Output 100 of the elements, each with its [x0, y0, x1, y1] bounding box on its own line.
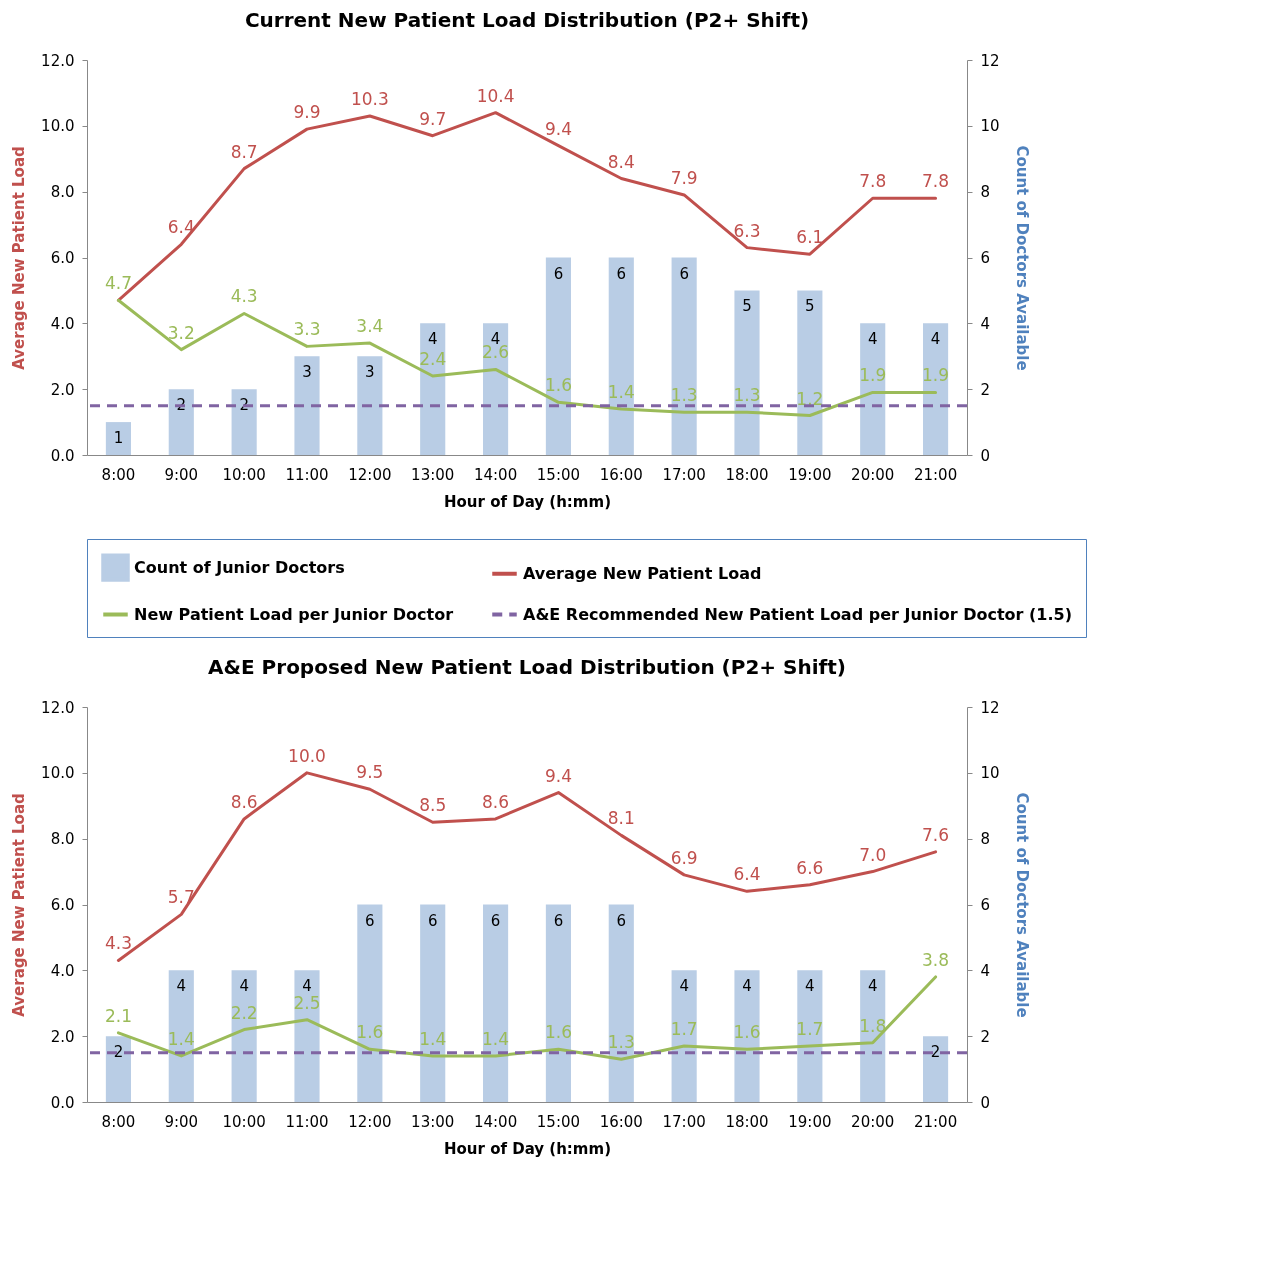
data-label: 6.9 — [670, 847, 698, 868]
y-tick-label: 12.0 — [41, 698, 75, 717]
x-tick-label: 8:00 — [101, 465, 136, 484]
data-label: 1.6 — [733, 1022, 761, 1043]
x-tick-label: 10:00 — [222, 1112, 266, 1131]
data-label: 6 — [427, 911, 438, 930]
data-label: 1.9 — [859, 365, 887, 386]
x-tick-label: 19:00 — [788, 1112, 832, 1131]
data-label: 9.7 — [419, 108, 447, 129]
data-label: 1.6 — [356, 1022, 384, 1043]
bar — [105, 422, 131, 455]
x-tick-label: 9:00 — [164, 465, 199, 484]
x-tick-label: 16:00 — [599, 465, 643, 484]
data-label: 9.9 — [293, 102, 321, 123]
data-label: 8.6 — [230, 791, 258, 812]
y2-tick-label: 2 — [980, 1027, 991, 1046]
data-label: 7.0 — [859, 844, 887, 865]
data-label: 6.4 — [733, 864, 761, 885]
data-label: 1.8 — [859, 1015, 887, 1036]
bar — [168, 970, 194, 1102]
data-label: 1.4 — [607, 381, 635, 402]
x-tick-label: 18:00 — [725, 465, 769, 484]
data-label: 1.4 — [482, 1028, 510, 1049]
x-tick-label: 19:00 — [788, 465, 832, 484]
bar — [734, 290, 760, 455]
y2-tick-label: 2 — [980, 380, 991, 399]
y-tick-label: 2.0 — [50, 380, 75, 399]
data-label: 1.7 — [796, 1019, 824, 1040]
bar — [231, 970, 257, 1102]
x-tick-label: 16:00 — [599, 1112, 643, 1131]
bar — [294, 970, 320, 1102]
x-tick-label: 13:00 — [411, 1112, 455, 1131]
y2-tick-label: 6 — [980, 249, 991, 267]
bar — [797, 290, 823, 455]
data-label: 6 — [679, 264, 689, 283]
legend-label: Count of Junior Doctors — [134, 557, 345, 577]
bar — [860, 970, 886, 1102]
y-tick-label: 12.0 — [41, 51, 75, 70]
y2-tick-label: 8 — [980, 830, 991, 849]
data-label: 6 — [490, 911, 501, 930]
data-label: 2.1 — [104, 1005, 132, 1026]
bar — [545, 904, 571, 1102]
y-tick-label: 4.0 — [50, 961, 75, 980]
data-label: 8.1 — [607, 808, 635, 829]
bar — [923, 323, 949, 455]
bar — [608, 257, 634, 455]
y2-tick-label: 10 — [980, 764, 1000, 783]
data-label: 6 — [553, 264, 564, 283]
data-label: 3.3 — [293, 319, 321, 340]
y-tick-label: 8.0 — [50, 183, 75, 202]
data-label: 1.4 — [167, 1028, 195, 1049]
data-label: 8.5 — [419, 795, 447, 816]
data-label: 1.6 — [544, 1022, 572, 1043]
y2-tick-label: 4 — [980, 314, 991, 333]
y-tick-label: 8.0 — [50, 830, 75, 849]
y-tick-label: 10.0 — [41, 764, 75, 783]
bar — [231, 389, 257, 455]
data-label: 4 — [239, 977, 249, 996]
data-label: 1.2 — [796, 388, 824, 409]
x-tick-label: 8:00 — [101, 1112, 136, 1131]
y-tick-label: 10.0 — [41, 117, 75, 136]
y2-axis-title: Count of Doctors Available — [1012, 792, 1031, 1018]
data-label: 8.4 — [607, 151, 635, 172]
x-tick-label: 20:00 — [851, 465, 895, 484]
bar — [671, 970, 697, 1102]
bar — [357, 904, 383, 1102]
y2-tick-label: 8 — [980, 183, 991, 202]
y2-tick-label: 12 — [980, 51, 1000, 70]
data-label: 7.6 — [922, 824, 950, 845]
data-label: 6.6 — [796, 857, 824, 878]
data-label: 6 — [616, 911, 627, 930]
x-tick-label: 15:00 — [536, 1112, 581, 1131]
x-tick-label: 9:00 — [164, 1112, 199, 1131]
data-label: 1.4 — [419, 1028, 447, 1049]
data-label: 8.7 — [230, 141, 258, 162]
y-axis-title: Average New Patient Load — [10, 793, 29, 1017]
data-label: 2 — [113, 1043, 124, 1062]
bar — [294, 356, 320, 455]
y2-tick-label: 6 — [980, 896, 991, 914]
bar — [545, 257, 571, 455]
x-tick-label: 11:00 — [285, 1112, 329, 1131]
x-axis-title: Hour of Day (h:mm) — [444, 492, 611, 511]
x-tick-label: 21:00 — [913, 465, 958, 484]
chart-title: Current New Patient Load Distribution (P2+ Shift) — [244, 8, 810, 32]
data-label: 4 — [176, 977, 187, 996]
data-label: 1.7 — [670, 1019, 698, 1040]
data-label: 9.4 — [544, 118, 572, 139]
data-label: 6 — [616, 264, 627, 283]
bar — [923, 1036, 949, 1102]
bar — [734, 970, 760, 1102]
data-label: 6 — [365, 911, 375, 930]
x-tick-label: 12:00 — [348, 465, 392, 484]
data-label: 4 — [867, 330, 878, 349]
data-label: 9.4 — [544, 765, 572, 786]
x-tick-label: 14:00 — [473, 465, 518, 484]
data-label: 4 — [805, 977, 815, 996]
y2-tick-label: 0 — [980, 446, 991, 465]
data-label: 4.7 — [104, 273, 132, 294]
data-label: 2 — [930, 1043, 941, 1062]
data-label: 4.3 — [230, 286, 258, 307]
